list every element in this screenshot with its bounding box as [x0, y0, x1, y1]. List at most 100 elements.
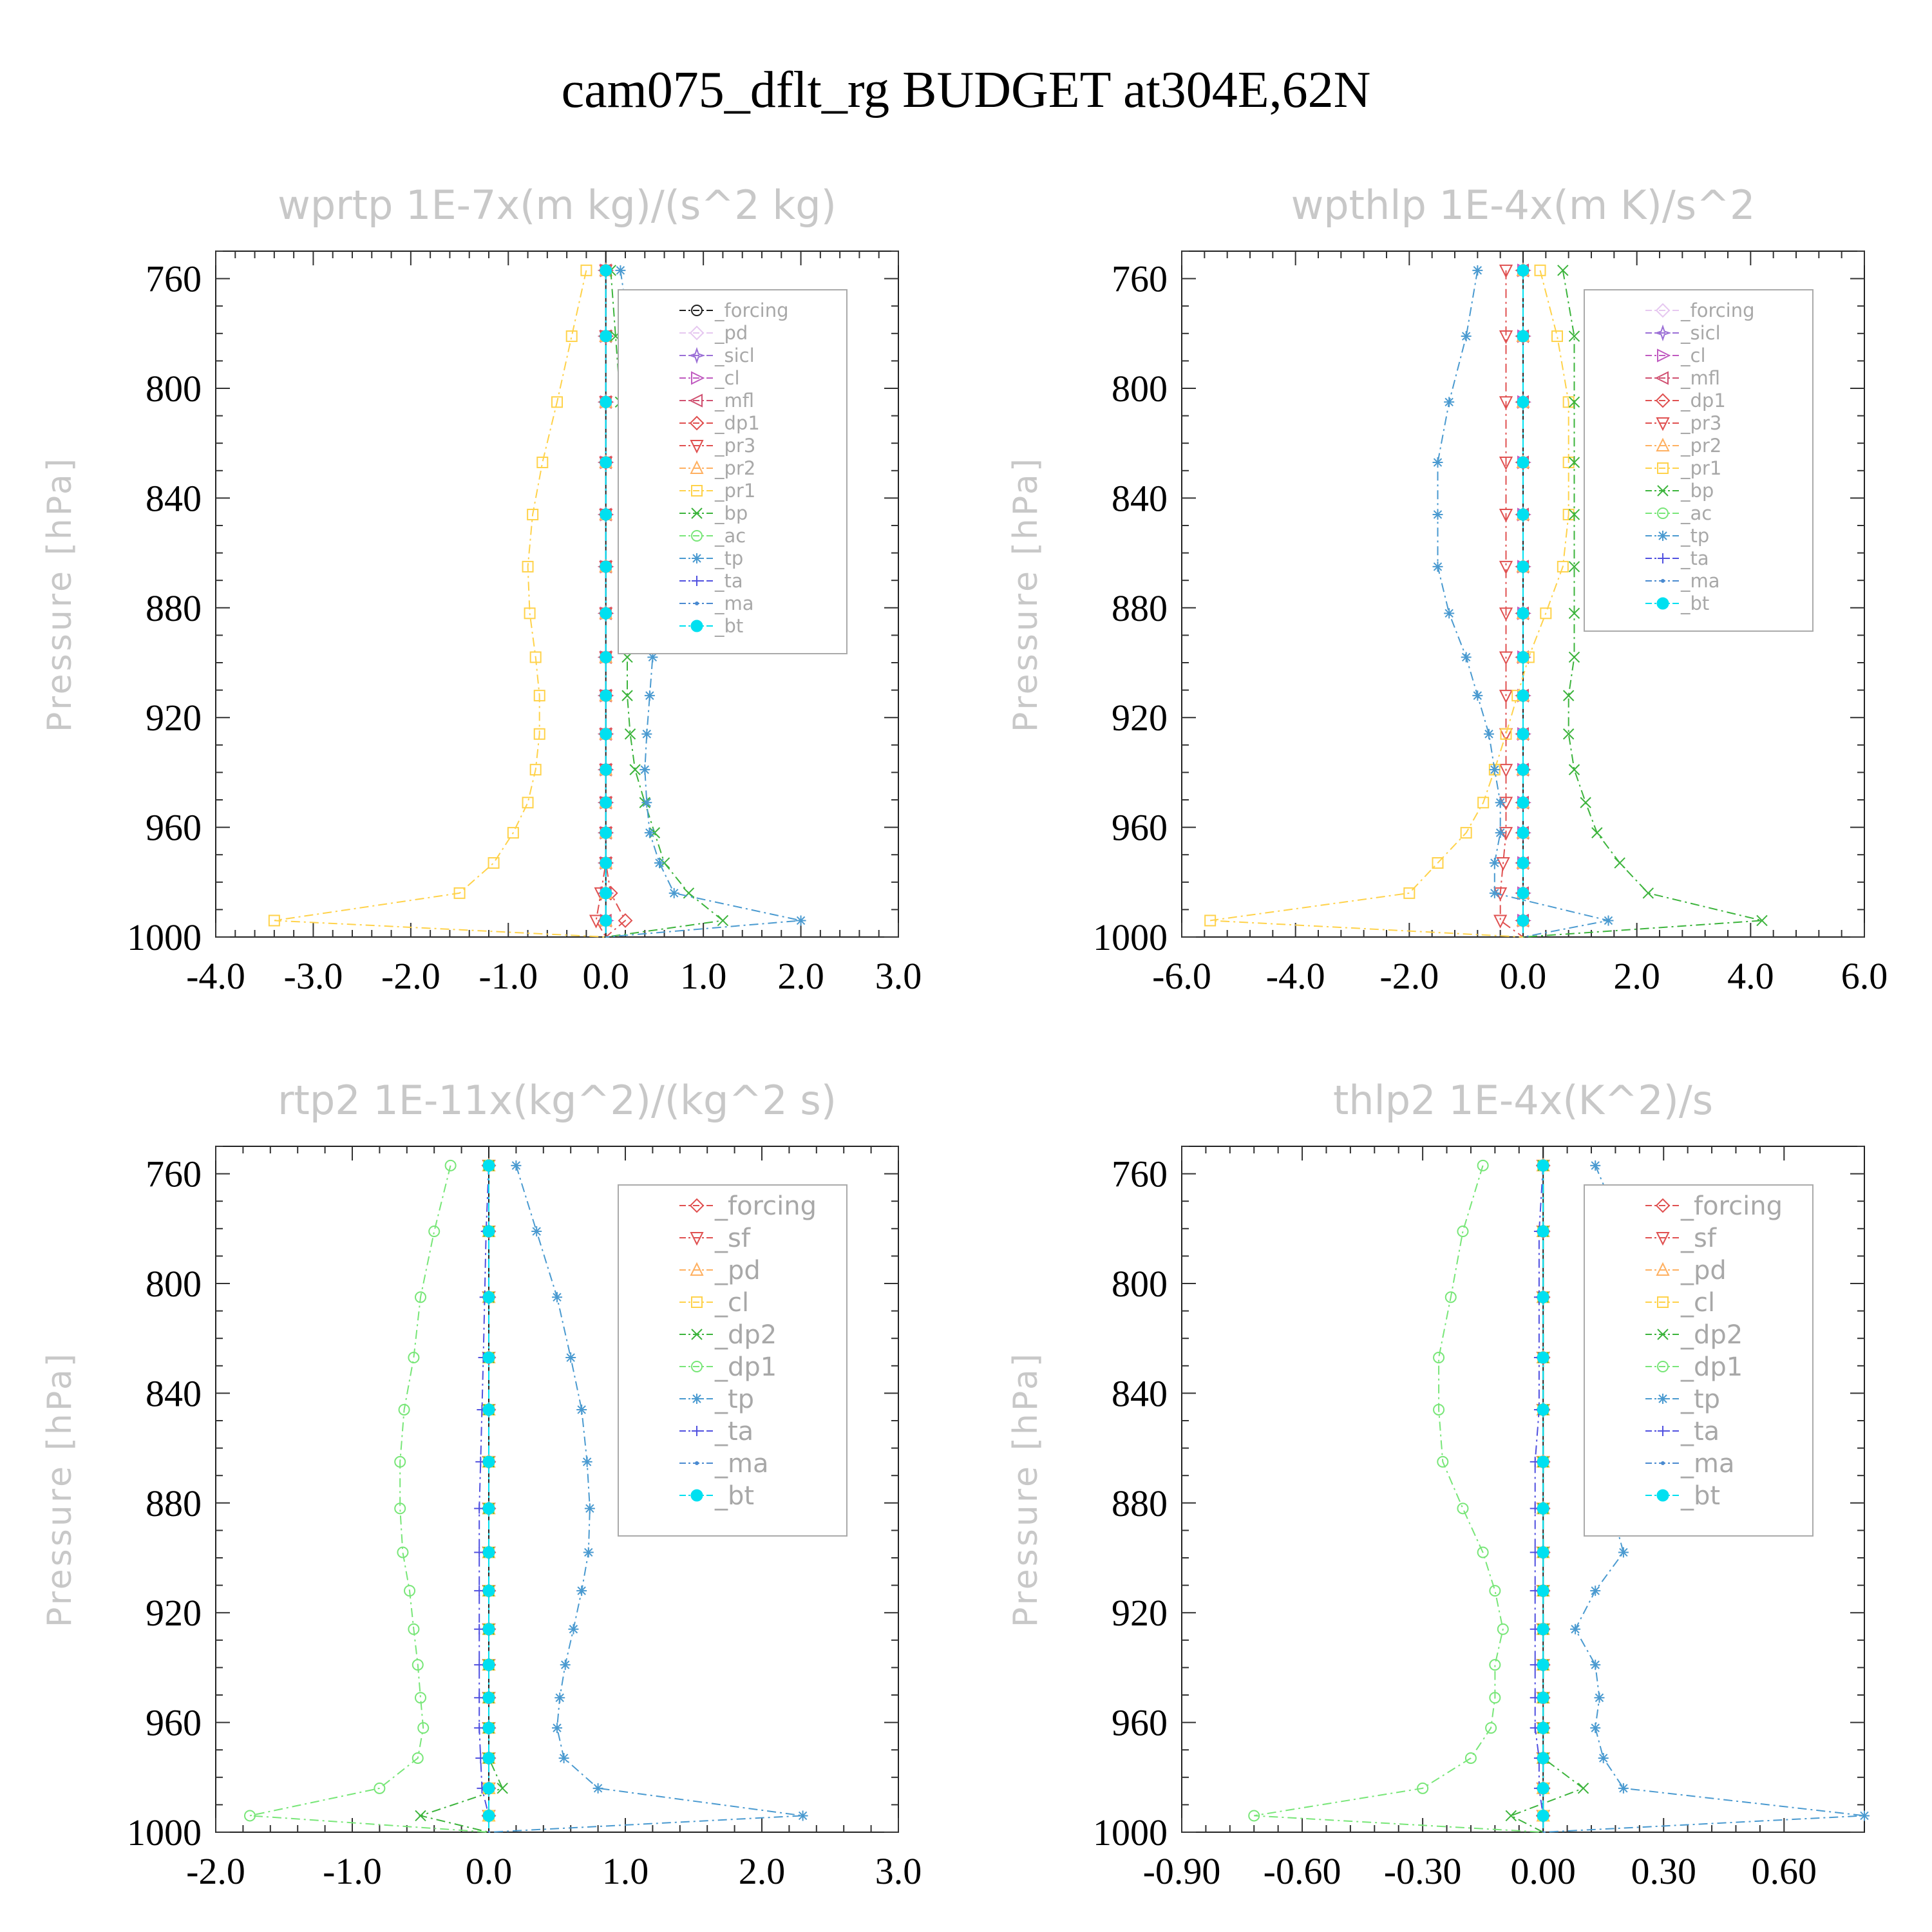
data-point: [1432, 561, 1443, 572]
data-point: [1537, 1159, 1549, 1172]
data-point: [482, 1546, 495, 1558]
legend-item-ma: _ma: [1645, 570, 1720, 592]
legend-label: _sf: [714, 1224, 751, 1253]
legend-label: _forcing: [714, 299, 789, 321]
data-point: [629, 764, 641, 775]
y-tick-label: 840: [146, 1372, 202, 1414]
data-point: [482, 1658, 495, 1671]
data-point: [482, 1623, 495, 1636]
data-point: [482, 1351, 495, 1364]
data-point: [1537, 1403, 1549, 1416]
data-point: [507, 827, 519, 839]
legend: _forcing _sf _pd _cl_dp2_dp1 _tp _ta _ma_bt: [618, 1184, 848, 1537]
legend-item-mfl: _mfl: [679, 390, 754, 412]
legend-marker: [1655, 393, 1671, 408]
x-tick-label: -0.90: [1143, 1850, 1221, 1892]
data-point: [1444, 397, 1455, 408]
data-point: [1499, 457, 1513, 471]
data-point: [1577, 1783, 1589, 1794]
legend-marker: [1661, 1461, 1665, 1465]
data-point: [1248, 1810, 1260, 1822]
axis-ticks: [215, 1146, 899, 1833]
y-axis-label: Pressure [hPa]: [1007, 456, 1045, 732]
data-point: [397, 1546, 409, 1558]
panel-rtp2: rtp2 1E-11x(kg^2)/(kg^2 s) Pressure [hPa]…: [41, 1077, 922, 1892]
data-point: [1642, 887, 1654, 899]
data-point: [415, 1692, 426, 1704]
data-point: [394, 1502, 406, 1515]
data-point: [1517, 796, 1530, 809]
panel-title: rtp2 1E-11x(kg^2)/(kg^2 s): [278, 1077, 837, 1124]
series-bt: [1537, 1159, 1549, 1832]
data-point: [641, 797, 652, 808]
legend-label: _ma: [714, 592, 754, 614]
data-point: [1517, 728, 1530, 741]
legend-marker: [690, 1489, 703, 1502]
data-point: [621, 690, 633, 701]
data-point: [1537, 1623, 1549, 1636]
legend-label: _pr2: [714, 457, 755, 479]
data-point: [552, 1292, 562, 1303]
data-point: [408, 1623, 420, 1635]
data-point: [417, 1722, 430, 1734]
data-point: [1537, 1546, 1549, 1558]
data-point: [1499, 560, 1513, 575]
legend-item-ta: _ta: [1645, 547, 1709, 569]
legend-label: _bt: [1680, 592, 1709, 614]
legend-label: _cl: [1680, 1288, 1715, 1318]
legend-item-pr3: _pr3: [679, 435, 755, 457]
data-point: [1495, 828, 1506, 838]
data-point: [1489, 1585, 1501, 1597]
data-point: [1489, 1692, 1501, 1704]
y-axis-label: Pressure [hPa]: [41, 456, 79, 732]
panel-wpthlp: wpthlp 1E-4x(m K)/s^2 Pressure [hPa] 760 80…: [1007, 182, 1888, 997]
legend-marker: [1656, 1262, 1670, 1276]
series-dp1: [244, 1159, 489, 1833]
legend-label: _bt: [714, 615, 743, 637]
axis-ticks: [1181, 1146, 1864, 1833]
data-point: [474, 1723, 485, 1734]
panel-thlp2: thlp2 1E-4x(K^2)/s Pressure [hPa] 760 800 84…: [1007, 1077, 1870, 1892]
y-tick-label: 880: [146, 1482, 202, 1524]
x-tick-label: 0.0: [466, 1850, 513, 1892]
data-point: [474, 1692, 485, 1703]
legend-label: _bt: [1680, 1481, 1720, 1511]
data-point: [474, 1660, 485, 1671]
legend-item-pr2: _pr2: [679, 457, 755, 479]
legend-item-pr1: _pr1: [1645, 457, 1721, 479]
x-tick-label: -4.0: [186, 955, 245, 997]
legend-label: _ma: [714, 1449, 768, 1479]
data-point: [1457, 1502, 1469, 1515]
x-tick-label: -4.0: [1266, 955, 1325, 997]
data-point: [1562, 728, 1575, 740]
data-point: [1477, 1546, 1489, 1558]
legend-label: _sicl: [1680, 322, 1721, 344]
y-tick-label: 920: [146, 1592, 202, 1634]
data-point: [565, 1352, 576, 1363]
legend-item-ta: _ta: [679, 1417, 753, 1446]
data-point: [1618, 1783, 1629, 1794]
legend-item-ma: _ma: [1645, 1449, 1734, 1479]
data-point: [1485, 1722, 1497, 1734]
legend-item-cl: _cl: [1645, 345, 1706, 366]
legend-marker: [692, 553, 702, 564]
legend-label: _cl: [1680, 345, 1706, 366]
legend-item-dp1: _dp1: [679, 412, 760, 434]
legend-marker: [1658, 1394, 1668, 1404]
data-point: [482, 1721, 495, 1734]
panel-title: wprtp 1E-7x(m kg)/(s^2 kg): [278, 182, 837, 229]
legend-item-sf: _sf: [1645, 1224, 1717, 1253]
data-point: [531, 1226, 542, 1237]
legend-item-dp2: _dp2: [679, 1320, 777, 1350]
data-point: [1505, 1810, 1517, 1822]
legend-label: _ac: [714, 525, 746, 547]
data-point: [1517, 763, 1530, 776]
data-point: [600, 763, 612, 776]
data-point: [524, 607, 536, 620]
legend-marker: [1656, 417, 1670, 431]
data-point: [1517, 508, 1530, 521]
data-point: [244, 1810, 256, 1822]
y-tick-label: 800: [146, 368, 202, 410]
legend-item-pr2: _pr2: [1645, 435, 1721, 457]
data-point: [1540, 607, 1552, 620]
